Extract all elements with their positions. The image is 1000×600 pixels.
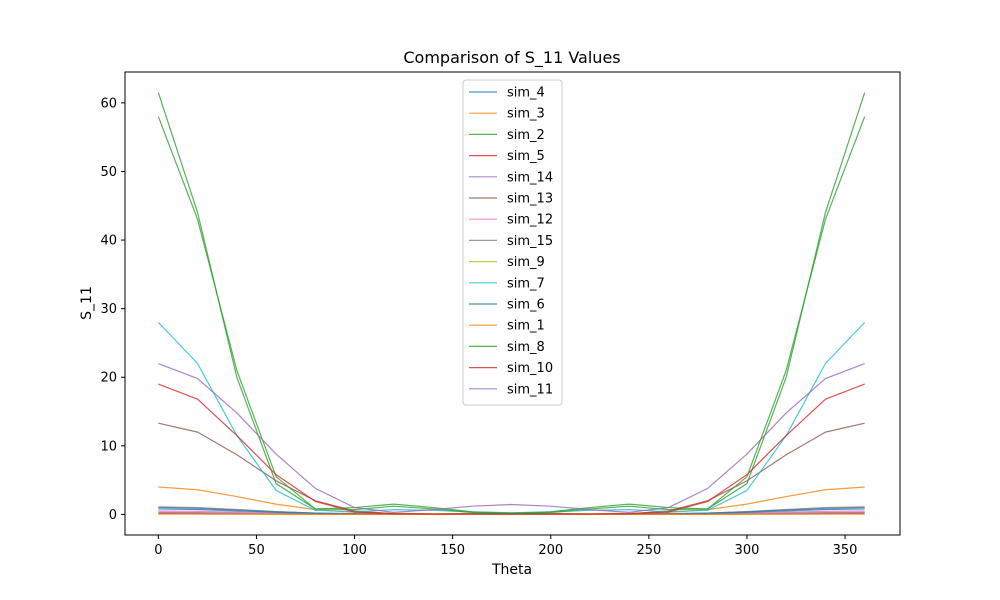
x-tick-label: 0 xyxy=(154,543,162,558)
legend-label-sim_3: sim_3 xyxy=(507,107,545,122)
y-axis: 0 10 20 30 40 50 60 xyxy=(100,96,125,523)
legend-label-sim_6: sim_6 xyxy=(507,298,545,313)
y-tick-label: 0 xyxy=(109,508,117,523)
series-line-sim_7 xyxy=(157,321,866,514)
legend-label-sim_2: sim_2 xyxy=(507,128,545,143)
legend-label-sim_10: sim_10 xyxy=(507,361,553,376)
legend: sim_4 sim_3 sim_2 sim_5 sim_14 sim_13 sim_12si… xyxy=(462,79,563,406)
legend-label-sim_5: sim_5 xyxy=(507,149,545,164)
legend-label-sim_4: sim_4 xyxy=(507,86,545,101)
y-axis-title: S_11 xyxy=(79,286,95,320)
y-tick-label: 30 xyxy=(100,302,117,317)
series-line-sim_8 xyxy=(157,116,866,514)
legend-label-sim_11: sim_11 xyxy=(507,382,553,397)
legend-label-sim_8: sim_8 xyxy=(507,340,545,355)
x-tick-label: 50 xyxy=(248,543,265,558)
y-tick-label: 60 xyxy=(100,96,117,111)
x-tick-label: 100 xyxy=(342,543,367,558)
legend-label-sim_7: sim_7 xyxy=(507,276,545,291)
legend-label-sim_13: sim_13 xyxy=(507,192,553,207)
x-axis-title: Theta xyxy=(491,562,532,578)
x-tick-label: 150 xyxy=(440,543,465,558)
y-tick-label: 20 xyxy=(100,371,117,386)
x-axis: 0 50 100 150 200 250 300 350 xyxy=(154,535,857,558)
y-tick-label: 50 xyxy=(100,165,117,180)
y-tick-label: 40 xyxy=(100,234,117,249)
x-tick-label: 200 xyxy=(538,543,563,558)
series-layer xyxy=(157,92,866,515)
x-tick-label: 300 xyxy=(735,543,760,558)
x-tick-label: 250 xyxy=(636,543,661,558)
legend-label-sim_9: sim_9 xyxy=(507,255,545,270)
legend-box xyxy=(462,79,563,406)
legend-label-sim_14: sim_14 xyxy=(507,170,553,185)
series-line-sim_11 xyxy=(158,362,865,513)
legend-label-sim_1: sim_1 xyxy=(507,319,545,334)
legend-label-sim_15: sim_15 xyxy=(507,234,553,249)
legend-label-sim_12: sim_12 xyxy=(507,213,553,228)
series-line-sim_10 xyxy=(158,383,865,515)
plot-frame xyxy=(124,71,901,536)
chart-title: Comparison of S_11 Values xyxy=(403,48,620,68)
x-tick-label: 350 xyxy=(833,543,858,558)
y-tick-label: 10 xyxy=(100,439,117,454)
